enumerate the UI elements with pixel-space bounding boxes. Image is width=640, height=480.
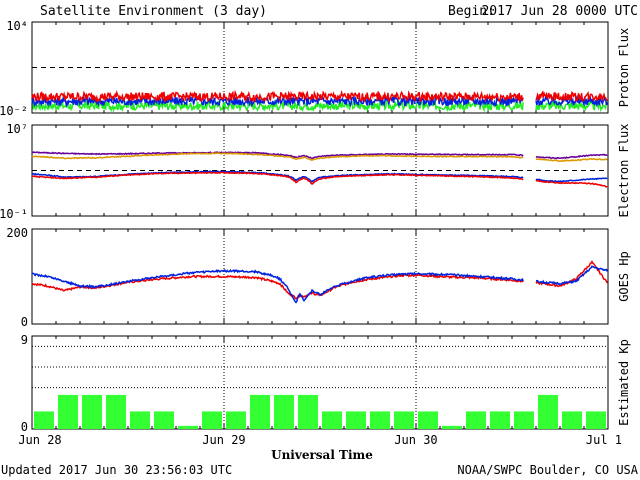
kp-bar — [514, 411, 534, 429]
proton-red-line — [535, 90, 608, 103]
x-tick-label-jul1: Jul 1 — [586, 433, 622, 447]
kp-bar — [202, 411, 222, 429]
kp-bar — [346, 411, 366, 429]
kp-bar — [298, 394, 318, 429]
hp-blue-line — [32, 268, 524, 304]
y-tick-label-top: 10⁴ — [6, 19, 28, 33]
kp-bar — [226, 411, 246, 429]
proton-blue-line — [535, 94, 608, 108]
panel-4: 9 0 Estimated Kp — [21, 333, 631, 434]
electron-red-line — [31, 171, 524, 185]
y-axis-label: Electron Flux — [617, 124, 631, 218]
kp-bar — [106, 394, 126, 429]
proton-red-line — [31, 89, 524, 104]
begin-value: 2017 Jun 28 0000 UTC — [481, 4, 638, 19]
kp-bar — [586, 411, 606, 429]
kp-bar — [178, 425, 198, 429]
kp-bar — [562, 411, 582, 429]
y-axis-label: GOES Hp — [617, 251, 631, 302]
panel-frame — [31, 228, 609, 325]
panel-1: 10⁴ 10⁻² Proton Flux — [0, 19, 631, 118]
hp-red-line — [535, 259, 608, 288]
kp-bar — [538, 394, 558, 429]
y-tick-label-bottom: 0 — [21, 315, 28, 329]
proton-blue-line — [31, 94, 524, 108]
kp-bar — [322, 411, 342, 429]
electron-orange-line — [536, 157, 608, 163]
y-axis-label: Proton Flux — [617, 28, 631, 107]
kp-bar — [130, 411, 150, 429]
plot-title: Satellite Environment (3 day) — [40, 4, 267, 19]
y-tick-label-top: 10⁷ — [6, 122, 28, 136]
y-tick-label-top: 9 — [21, 333, 28, 347]
electron-red-line — [535, 179, 608, 188]
kp-bar — [154, 411, 174, 429]
proton-green-line — [31, 98, 524, 113]
kp-bar — [466, 411, 486, 429]
kp-bar — [418, 411, 438, 429]
kp-bar — [250, 394, 270, 429]
kp-bar — [82, 394, 102, 429]
kp-bar — [394, 411, 414, 429]
panels: 10⁴ 10⁻² Proton Flux 10⁷ 10⁻¹ Electron Flux 20… — [0, 19, 631, 434]
panel-2: 10⁷ 10⁻¹ Electron Flux — [0, 122, 631, 221]
kp-bar — [58, 394, 78, 429]
hp-blue-line — [536, 264, 608, 286]
electron-orange-line — [31, 152, 524, 161]
kp-bar — [274, 394, 294, 429]
electron-purple-line — [31, 151, 524, 160]
y-axis-label: Estimated Kp — [617, 339, 631, 426]
y-tick-label-bottom: 0 — [21, 420, 28, 434]
x-axis-label: Universal Time — [271, 448, 373, 462]
electron-blue-line — [535, 177, 608, 183]
kp-bar — [442, 425, 462, 429]
y-tick-label-top: 200 — [6, 226, 28, 240]
updated-timestamp: Updated 2017 Jun 30 23:56:03 UTC — [1, 463, 232, 477]
electron-purple-line — [535, 153, 608, 160]
x-tick-label-jun28: Jun 28 — [18, 433, 61, 447]
credit-text: NOAA/SWPC Boulder, CO USA — [457, 463, 638, 477]
x-tick-label-jun30: Jun 30 — [394, 433, 437, 447]
y-tick-label-bottom: 10⁻¹ — [0, 207, 28, 221]
begin-label: Begin: — [448, 4, 495, 19]
kp-bar — [34, 411, 54, 429]
y-tick-label-bottom: 10⁻² — [0, 104, 28, 118]
panel-3: 200 0 GOES Hp — [6, 226, 631, 329]
x-tick-label-jun29: Jun 29 — [202, 433, 245, 447]
kp-bar — [490, 411, 510, 429]
kp-bar — [370, 411, 390, 429]
